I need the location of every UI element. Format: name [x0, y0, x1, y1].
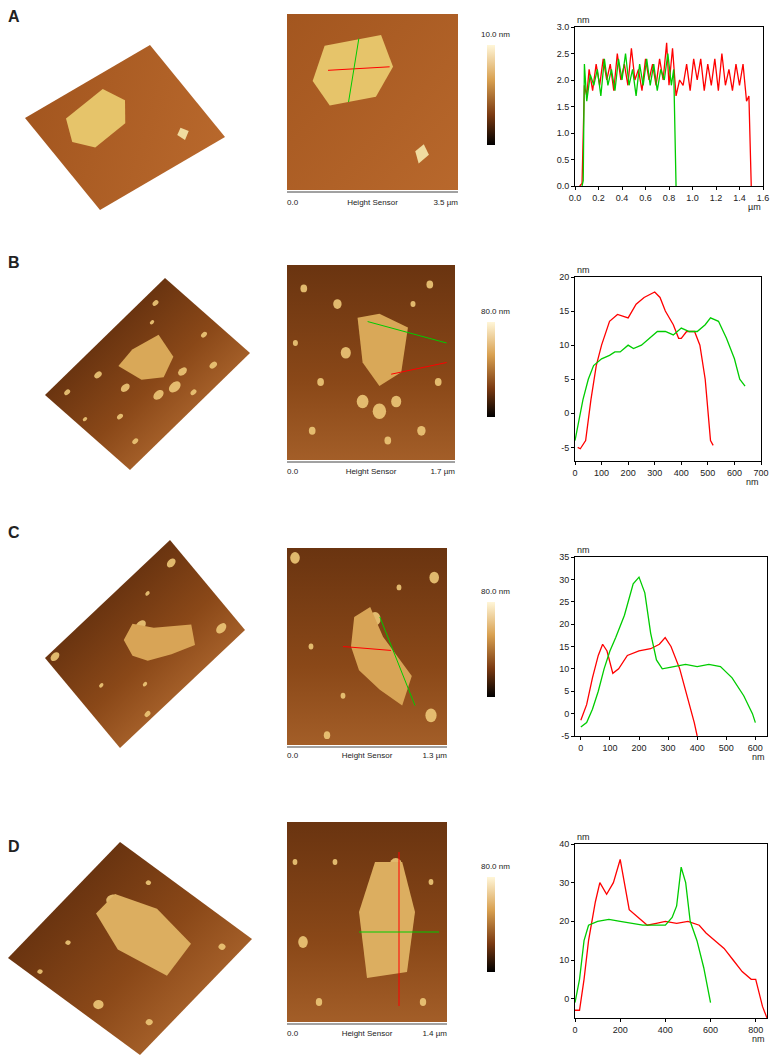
svg-text:-5: -5	[561, 443, 569, 453]
svg-text:20: 20	[559, 272, 569, 282]
svg-text:B: B	[8, 254, 20, 271]
svg-text:600: 600	[748, 743, 763, 753]
svg-text:20: 20	[559, 916, 569, 926]
svg-text:0: 0	[564, 994, 569, 1004]
svg-text:15: 15	[559, 642, 569, 652]
svg-text:0: 0	[572, 1025, 577, 1035]
svg-text:Height Sensor: Height Sensor	[346, 467, 397, 476]
svg-text:Height Sensor: Height Sensor	[342, 1029, 393, 1038]
svg-text:nm: nm	[577, 265, 590, 275]
svg-text:700: 700	[753, 468, 768, 478]
svg-text:0.6: 0.6	[639, 193, 652, 203]
svg-text:D: D	[8, 838, 20, 855]
svg-text:5: 5	[564, 686, 569, 696]
svg-text:600: 600	[703, 1025, 718, 1035]
svg-text:Height Sensor: Height Sensor	[342, 751, 393, 760]
svg-text:3.5 µm: 3.5 µm	[433, 198, 458, 207]
svg-text:0: 0	[564, 408, 569, 418]
svg-text:0.8: 0.8	[663, 193, 676, 203]
svg-text:nm: nm	[577, 545, 590, 555]
svg-text:Height Sensor: Height Sensor	[347, 198, 398, 207]
svg-text:80.0 nm: 80.0 nm	[481, 587, 510, 596]
svg-text:30: 30	[559, 575, 569, 585]
svg-text:500: 500	[700, 468, 715, 478]
svg-text:1.0: 1.0	[557, 128, 570, 138]
svg-text:10: 10	[559, 664, 569, 674]
svg-text:A: A	[8, 8, 20, 25]
svg-text:3.0: 3.0	[557, 22, 570, 32]
svg-text:10: 10	[559, 340, 569, 350]
svg-text:5: 5	[564, 374, 569, 384]
svg-text:800: 800	[748, 1025, 763, 1035]
svg-text:10.0 nm: 10.0 nm	[481, 30, 510, 39]
svg-text:0.0: 0.0	[287, 1029, 299, 1038]
svg-text:40: 40	[559, 839, 569, 849]
svg-text:0: 0	[572, 468, 577, 478]
svg-text:200: 200	[621, 468, 636, 478]
svg-text:nm: nm	[577, 832, 590, 842]
svg-text:µm: µm	[748, 202, 761, 212]
svg-text:100: 100	[594, 468, 609, 478]
svg-text:0.0: 0.0	[287, 467, 299, 476]
svg-text:0.5: 0.5	[557, 155, 570, 165]
svg-text:0.4: 0.4	[616, 193, 629, 203]
svg-text:-5: -5	[561, 731, 569, 741]
svg-text:400: 400	[658, 1025, 673, 1035]
svg-text:30: 30	[559, 878, 569, 888]
svg-text:400: 400	[690, 743, 705, 753]
svg-text:1.7 µm: 1.7 µm	[430, 467, 455, 476]
svg-text:C: C	[8, 524, 20, 541]
svg-text:20: 20	[559, 619, 569, 629]
svg-text:25: 25	[559, 597, 569, 607]
svg-text:10: 10	[559, 955, 569, 965]
svg-text:1.4: 1.4	[733, 193, 746, 203]
svg-text:nm: nm	[577, 15, 590, 25]
svg-text:0.0: 0.0	[569, 193, 582, 203]
svg-text:1.5: 1.5	[557, 102, 570, 112]
svg-text:1.4 µm: 1.4 µm	[422, 1029, 447, 1038]
svg-text:500: 500	[719, 743, 734, 753]
svg-text:200: 200	[631, 743, 646, 753]
svg-text:0.2: 0.2	[592, 193, 605, 203]
svg-text:15: 15	[559, 306, 569, 316]
svg-text:1.0: 1.0	[686, 193, 699, 203]
svg-text:600: 600	[727, 468, 742, 478]
svg-text:0: 0	[564, 709, 569, 719]
svg-text:100: 100	[602, 743, 617, 753]
svg-text:300: 300	[647, 468, 662, 478]
svg-text:nm: nm	[752, 1034, 765, 1044]
svg-text:0.0: 0.0	[287, 198, 299, 207]
svg-text:200: 200	[613, 1025, 628, 1035]
svg-text:1.2: 1.2	[710, 193, 723, 203]
svg-text:300: 300	[661, 743, 676, 753]
svg-text:0.0: 0.0	[287, 751, 299, 760]
svg-text:2.5: 2.5	[557, 49, 570, 59]
svg-text:80.0 nm: 80.0 nm	[481, 862, 510, 871]
svg-text:nm: nm	[752, 752, 765, 762]
svg-text:80.0 nm: 80.0 nm	[481, 307, 510, 316]
svg-text:400: 400	[674, 468, 689, 478]
svg-text:1.3 µm: 1.3 µm	[422, 751, 447, 760]
svg-text:2.0: 2.0	[557, 75, 570, 85]
svg-text:0.0: 0.0	[557, 181, 570, 191]
svg-text:1.6: 1.6	[757, 193, 770, 203]
svg-text:nm: nm	[746, 477, 759, 487]
svg-text:35: 35	[559, 552, 569, 562]
svg-text:0: 0	[578, 743, 583, 753]
